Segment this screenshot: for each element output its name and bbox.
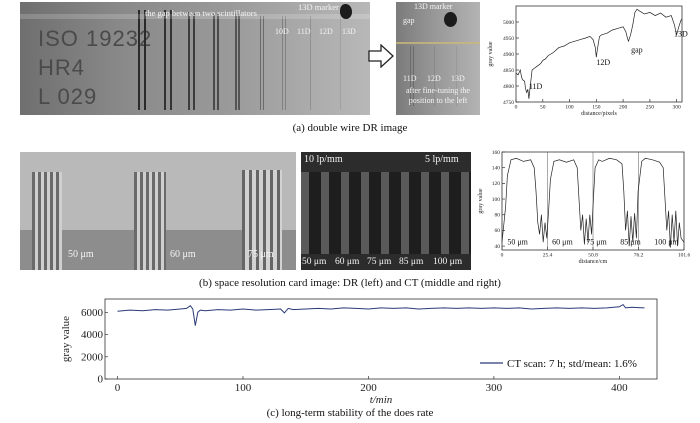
plot-frame [104, 298, 658, 380]
ct-label-60um: 60 μm [335, 257, 360, 267]
y-tick-label: 4850 [503, 68, 514, 74]
annotation-label: 12D [596, 58, 610, 67]
x-tick-label: 101.6 [678, 253, 690, 259]
annotation-label: 75 μm [586, 238, 607, 247]
wire-label-12d: 12D [319, 27, 333, 36]
x-tick-label: 25.4 [543, 253, 553, 259]
y-tick-label: 60 [495, 228, 501, 234]
bar-group-60um [134, 172, 166, 270]
plate-line-1: ISO 19232 [38, 26, 153, 51]
annotation-label: 50 μm [507, 238, 528, 247]
chart-gray-value-vs-pixels: 0 50 100 150 200 250 300 4750 4800 4850 4900 4950 50… [488, 5, 688, 117]
annotation-label: 100 μm [654, 238, 679, 247]
y-axis-label: gray value [478, 188, 484, 213]
x-tick-label: 300 [486, 382, 503, 394]
marker-label: 13D marker [298, 2, 339, 12]
gap-label: gap [403, 16, 415, 25]
x-tick-label: 50.8 [588, 253, 598, 259]
x-axis-label: distance/pixels [581, 111, 617, 117]
wire-label-13d: 13D [451, 74, 465, 83]
wire-label-10d: 10D [275, 27, 289, 36]
bar-group-75um [242, 170, 282, 270]
annotation-label: 13D [674, 29, 688, 38]
ct-label-10lpmm: 10 lp/mm [304, 154, 343, 165]
bar-group-50um [32, 172, 62, 270]
ct-label-75um: 75 μm [367, 257, 392, 267]
x-tick-label: 0 [501, 253, 504, 259]
plot-frame [515, 5, 683, 103]
x-tick-label: 50 [540, 105, 546, 111]
chart-gray-value-vs-cm: 0 25.4 50.8 76.2 101.6 40 60 80 100 120 140 160 dist… [478, 150, 690, 265]
y-tick-label: 140 [492, 166, 501, 172]
caption-b: (b) space resolution card image: DR (lef… [199, 277, 501, 289]
dr-label-75um: 75 μm [248, 249, 274, 260]
x-axis-label: t/min [370, 394, 393, 406]
annotation-label: 85 μm [620, 238, 641, 247]
y-tick-label: 4750 [503, 100, 514, 106]
x-tick-label: 150 [592, 105, 601, 111]
y-tick-label: 80 [495, 213, 501, 219]
wire-label-11d: 11D [403, 74, 417, 83]
y-tick-label: 4900 [503, 52, 514, 58]
x-tick-label: 0 [115, 382, 121, 394]
ct-label-85um: 85 μm [399, 257, 424, 267]
x-tick-label: 76.2 [634, 253, 644, 259]
series-line [117, 303, 645, 326]
y-tick-label: 100 [492, 197, 501, 203]
ct-label-50um: 50 μm [302, 257, 327, 267]
double-wire-dr-image: ISO 19232 HR4 L 029 the gap between two … [20, 2, 370, 115]
y-tick-label: 5000 [503, 20, 514, 26]
right-arrow-icon [368, 44, 394, 68]
wire-label-12d: 12D [427, 74, 441, 83]
plate-line-2: HR4 [38, 55, 86, 80]
gap-label: the gap between two scintillators [145, 8, 257, 18]
x-tick-label: 100 [565, 105, 574, 111]
ct-label-5lpmm: 5 lp/mm [425, 154, 459, 165]
legend-label: CT scan: 7 h; std/mean: 1.6% [507, 358, 637, 370]
scintillator-gap-band [20, 14, 370, 19]
marker-blob-icon [340, 4, 352, 19]
wire-label-13d: 13D [342, 27, 356, 36]
iqi-plate-text: ISO 19232 HR4 L 029 [38, 24, 152, 111]
dr-resolution-card-image: 50 μm 60 μm 75 μm [20, 152, 296, 270]
series-line [501, 157, 685, 248]
y-tick-label: 4000 [81, 329, 104, 341]
y-tick-label: 6000 [81, 307, 104, 319]
y-axis-label: gray value [60, 316, 72, 362]
caption-a: (a) double wire DR image [292, 122, 408, 134]
x-tick-label: 300 [673, 105, 682, 111]
fine-tune-note: after fine-tuning the position to the le… [406, 86, 470, 105]
marker-blob-icon [444, 12, 457, 27]
caption-c: (c) long-term stability of the does rate [266, 407, 434, 419]
x-tick-label: 0 [515, 105, 518, 111]
dr-label-60um: 60 μm [170, 249, 196, 260]
y-tick-label: 40 [495, 244, 501, 250]
dr-label-50um: 50 μm [68, 249, 94, 260]
y-tick-label: 4950 [503, 36, 514, 42]
wire-label-11d: 11D [297, 27, 311, 36]
y-tick-label: 160 [492, 150, 501, 156]
fine-tuned-dr-image: 13D marker gap 11D 12D 13D after fine-tu… [396, 2, 480, 115]
x-tick-label: 200 [619, 105, 628, 111]
annotation-label: gap [631, 45, 643, 54]
y-axis-label: gray value [488, 41, 494, 66]
x-axis-label: distance/cm [579, 259, 608, 265]
x-tick-label: 400 [611, 382, 628, 394]
x-tick-label: 200 [360, 382, 377, 394]
series-line [515, 8, 683, 99]
x-tick-label: 250 [646, 105, 655, 111]
y-tick-label: 120 [492, 181, 501, 187]
ct-resolution-card-image: 10 lp/mm 5 lp/mm 50 μm 60 μm 75 μm 85 μm… [301, 152, 471, 270]
y-tick-label: 0 [98, 374, 104, 386]
y-tick-label: 4800 [503, 84, 514, 90]
marker-label: 13D marker [414, 2, 453, 11]
x-tick-label: 100 [235, 382, 252, 394]
y-tick-label: 2000 [81, 351, 104, 363]
annotation-label: 60 μm [552, 238, 573, 247]
ct-label-100um: 100 μm [433, 257, 463, 267]
annotation-label: 11D [529, 82, 543, 91]
plate-line-3: L 029 [38, 84, 98, 109]
